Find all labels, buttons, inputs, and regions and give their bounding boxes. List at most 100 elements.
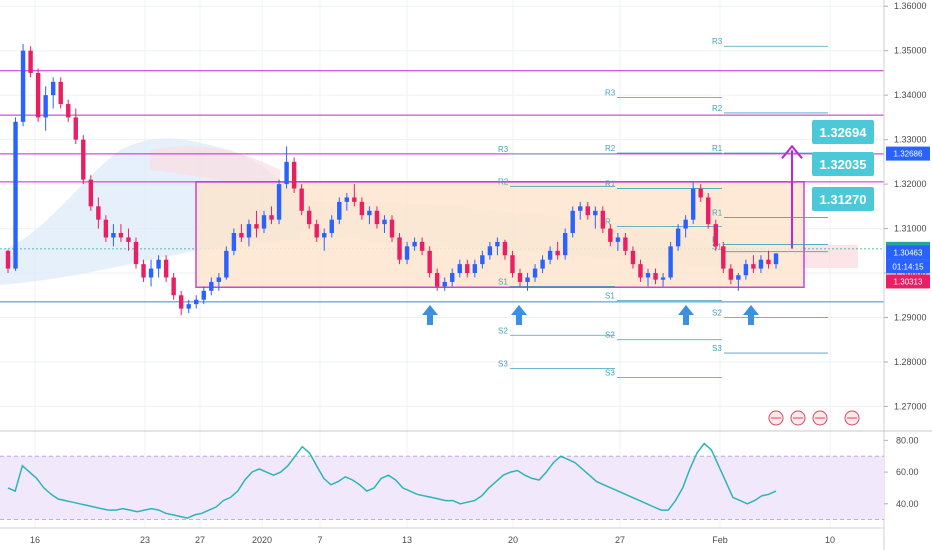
pivot-label: S3 — [498, 360, 508, 369]
candle — [540, 255, 545, 274]
candle — [224, 246, 229, 280]
pivot-label: R1 — [605, 180, 616, 189]
candle — [231, 228, 237, 256]
candle — [525, 273, 530, 291]
candle — [578, 201, 583, 220]
pivot-label: S2 — [498, 326, 508, 335]
flag-icon — [812, 410, 828, 426]
cloud-area — [150, 146, 280, 190]
candle — [81, 135, 86, 185]
x-axis-labels: 16 23 27 2020 7 13 20 27 Feb 10 — [30, 535, 835, 545]
up-arrow-icon — [511, 305, 527, 325]
candle — [389, 215, 395, 242]
candle — [502, 239, 508, 260]
osc-tick-label: 80.00 — [896, 435, 919, 445]
candle — [721, 241, 726, 274]
x-tick-label: 7 — [317, 535, 322, 545]
candle — [148, 259, 154, 287]
svg-text:1.30463: 1.30463 — [894, 248, 923, 257]
candle — [194, 295, 199, 309]
x-tick-label: 27 — [615, 535, 625, 545]
svg-text:1.31270: 1.31270 — [820, 192, 867, 207]
oscillator-line — [7, 442, 777, 519]
candle — [736, 273, 741, 291]
candle — [653, 268, 658, 285]
candle — [126, 228, 131, 251]
price-tag: 1.30313 — [886, 274, 930, 289]
svg-text:01:14:15: 01:14:15 — [892, 262, 924, 271]
y-tick-label: 1.27000 — [894, 401, 927, 411]
candle — [111, 224, 116, 247]
candle — [58, 77, 63, 109]
candle — [675, 224, 681, 251]
flag-icon — [768, 410, 784, 426]
up-arrow-icon — [743, 305, 759, 325]
candle — [382, 215, 387, 234]
candle — [5, 249, 11, 274]
pivot-label: S2 — [712, 309, 722, 318]
price-tag: 1.30463 — [886, 245, 930, 260]
candle — [246, 219, 252, 247]
candle — [66, 99, 71, 122]
candle — [269, 206, 274, 225]
candle — [570, 206, 575, 238]
candle — [683, 215, 688, 238]
y-axis-labels: 1.36000 1.35000 1.34000 1.33000 1.32000 1.310… — [884, 1, 927, 411]
candle — [442, 277, 447, 291]
price-callouts: 1.32694 1.32035 1.31270 — [812, 120, 874, 211]
x-tick-label: 20 — [508, 535, 518, 545]
pivot-label: S3 — [605, 369, 615, 378]
y-tick-label: 1.31000 — [894, 224, 927, 234]
candle — [434, 268, 440, 291]
candle — [630, 246, 636, 269]
candle — [585, 201, 590, 220]
candle — [562, 228, 568, 260]
candle — [593, 206, 598, 229]
candle — [88, 175, 94, 211]
candle — [344, 192, 350, 211]
candle — [706, 192, 711, 229]
x-tick-label: 13 — [402, 535, 412, 545]
candle — [766, 250, 771, 269]
candle — [20, 44, 26, 127]
y-tick-label: 1.28000 — [894, 357, 927, 367]
candle — [367, 206, 372, 225]
price-callout: 1.31270 — [812, 187, 874, 211]
candle — [306, 206, 312, 229]
candle — [623, 233, 628, 256]
price-tag: 1.32686 — [886, 146, 930, 161]
range-box — [195, 181, 805, 289]
candle — [600, 206, 606, 234]
pivot-label: R — [605, 217, 611, 226]
candle — [178, 290, 184, 316]
candle — [758, 255, 764, 274]
candle — [209, 277, 214, 296]
flag-icon — [844, 410, 860, 426]
candle — [103, 215, 109, 242]
osc-tick-label: 60.00 — [896, 467, 919, 477]
candle — [216, 273, 222, 291]
oscillator-panel: 80.00 60.00 40.00 — [0, 435, 919, 521]
candle — [35, 68, 41, 122]
candle — [239, 224, 244, 242]
x-tick-label: Feb — [712, 535, 728, 545]
candle — [751, 255, 756, 274]
candle — [412, 237, 417, 251]
candle — [299, 184, 304, 216]
candle — [547, 246, 553, 265]
pivot-label: R1 — [712, 144, 723, 153]
svg-text:1.32035: 1.32035 — [820, 157, 867, 172]
svg-text:1.32686: 1.32686 — [894, 150, 923, 159]
candle — [352, 184, 357, 207]
y-tick-label: 1.36000 — [894, 1, 927, 11]
candle — [156, 255, 161, 278]
pivot-label: R3 — [498, 145, 509, 154]
range-rectangle — [195, 181, 805, 289]
projection — [781, 144, 803, 249]
candle — [359, 197, 365, 220]
projection-arrowhead-icon — [781, 144, 803, 159]
candle — [480, 250, 485, 269]
candle — [337, 197, 342, 225]
candle — [43, 86, 48, 131]
